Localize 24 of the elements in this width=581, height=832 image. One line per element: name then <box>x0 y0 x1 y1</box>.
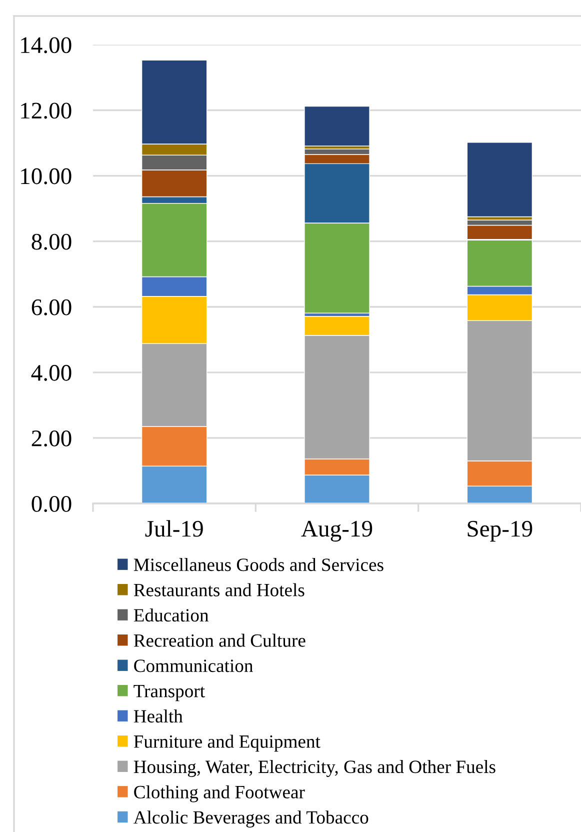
y-tick-label: 6.00 <box>32 299 72 316</box>
legend-label: Clothing and Footwear <box>134 785 305 802</box>
y-tick-label: 0.00 <box>32 496 72 512</box>
legend-label: Health <box>134 710 183 723</box>
legend-label: Education <box>134 608 209 622</box>
legend-label: Miscellaneus Goods and Services <box>134 558 384 572</box>
y-tick-label: 10.00 <box>21 168 72 184</box>
legend-label: Housing, Water, Electricity, Gas and Other Fuels <box>134 760 496 777</box>
x-tick-label: Sep-19 <box>468 520 532 542</box>
legend-label: Communication <box>134 660 253 672</box>
legend-label: Alcolic Beverages and Tobacco <box>134 810 368 828</box>
y-tick-label: 14.00 <box>21 37 72 54</box>
legend-label: Furniture and Equipment <box>134 734 320 752</box>
x-tick-label: Jul-19 <box>145 520 203 537</box>
bar <box>304 106 370 146</box>
y-tick-label: 2.00 <box>32 430 72 446</box>
legend-label: Recreation and Culture <box>134 634 306 647</box>
y-tick-label: 4.00 <box>31 364 72 381</box>
x-tick-label: Aug-19 <box>301 520 372 542</box>
legend-label: Restaurants and Hotels <box>134 583 304 596</box>
y-tick-label: 12.00 <box>21 102 72 119</box>
y-tick-label: 8.00 <box>32 234 72 250</box>
legend-label: Transport <box>134 684 205 702</box>
bar <box>466 142 533 218</box>
